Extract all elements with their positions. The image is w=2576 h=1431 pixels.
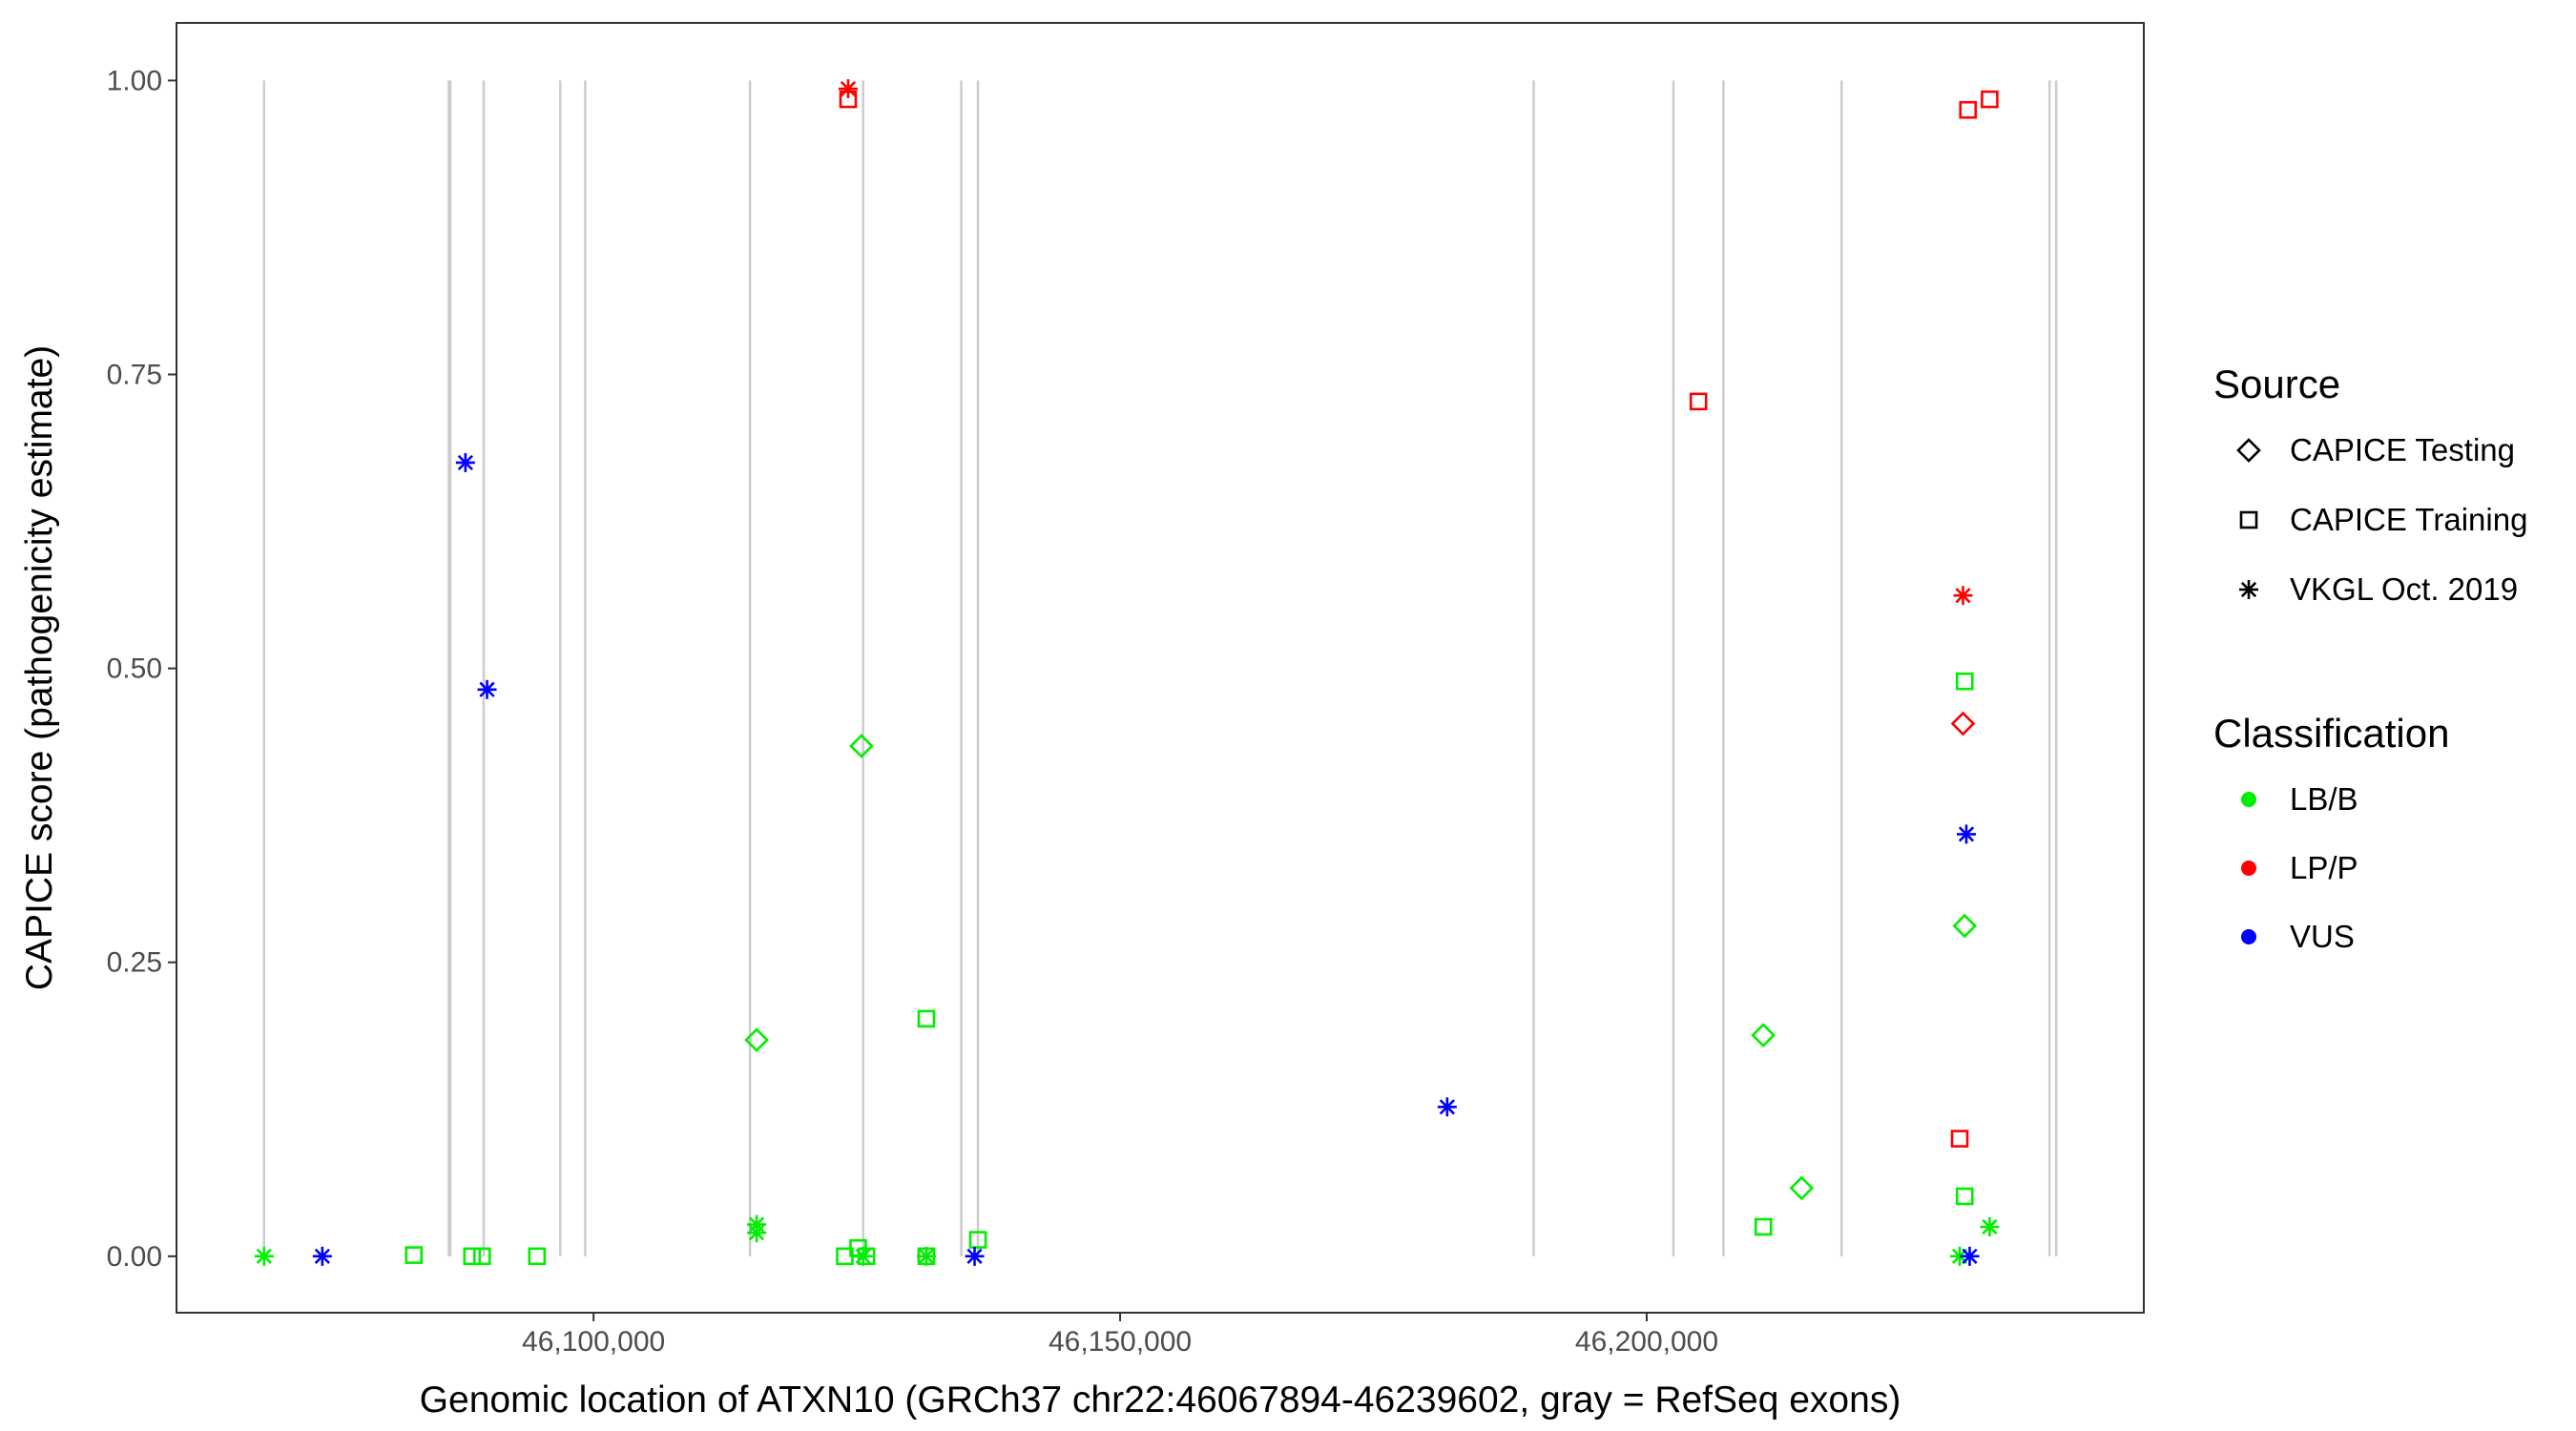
data-point — [1957, 824, 1977, 844]
data-point — [965, 1246, 985, 1266]
y-tick-label: 1.00 — [107, 65, 162, 96]
data-point — [528, 1247, 547, 1266]
data-point — [477, 679, 497, 699]
data-point — [849, 734, 874, 758]
legend-label: VKGL Oct. 2019 — [2290, 571, 2518, 607]
x-tick-label: 46,200,000 — [1575, 1326, 1718, 1358]
data-point — [1955, 1187, 1974, 1206]
data-point — [1950, 1130, 1969, 1148]
data-point — [1980, 1217, 2000, 1237]
data-point — [917, 1009, 936, 1028]
legend-key-square-icon — [2239, 510, 2258, 529]
exon-lines — [262, 80, 2058, 1256]
data-point — [1950, 711, 1976, 736]
data-point — [744, 1027, 769, 1052]
data-point — [463, 1247, 482, 1266]
plot-panel-border — [176, 22, 2145, 1314]
x-axis-title: Genomic location of ATXN10 (GRCh37 chr22… — [420, 1379, 1901, 1421]
data-point — [1953, 586, 1973, 606]
y-tick-label: 0.50 — [107, 653, 162, 685]
data-point — [1952, 913, 1978, 939]
data-point — [857, 1247, 876, 1266]
legend-title-classification: Classification — [2213, 711, 2449, 756]
legend-key-dot-icon — [2241, 792, 2256, 807]
data-point — [1981, 90, 1999, 109]
y-axis: 0.00 0.25 0.50 0.75 1.00 — [107, 65, 177, 1273]
x-tick-label: 46,150,000 — [1049, 1326, 1192, 1358]
data-point — [1955, 672, 1974, 691]
data-point — [838, 79, 858, 99]
data-point — [1754, 1217, 1773, 1236]
y-axis-title: CAPICE score (pathogenicity estimate) — [19, 345, 60, 990]
legend-label: VUS — [2290, 919, 2355, 954]
legend-label: LP/P — [2290, 850, 2358, 885]
data-point — [472, 1247, 491, 1266]
legend-title-source: Source — [2213, 362, 2340, 406]
data-point — [916, 1246, 936, 1266]
y-tick-label: 0.00 — [107, 1241, 162, 1273]
data-point — [1789, 1175, 1815, 1201]
legend-key-dot-icon — [2241, 929, 2256, 944]
data-point — [747, 1223, 767, 1243]
legend-label: LB/B — [2290, 781, 2358, 817]
legend: Source CAPICE Testing CAPICE Training VKGL… — [2213, 362, 2527, 954]
y-tick-label: 0.75 — [107, 360, 162, 391]
data-point — [1689, 392, 1708, 411]
data-point — [1437, 1097, 1457, 1117]
legend-key-asterisk-icon — [2239, 580, 2258, 599]
legend-key-dot-icon — [2241, 861, 2256, 876]
data-point — [455, 452, 475, 472]
data-point — [968, 1231, 987, 1249]
data-point — [1751, 1023, 1776, 1047]
legend-key-diamond-icon — [2236, 438, 2261, 463]
x-axis: 46,100,000 46,150,000 46,200,000 — [522, 1313, 1718, 1358]
x-tick-label: 46,100,000 — [522, 1326, 665, 1358]
y-tick-label: 0.25 — [107, 947, 162, 979]
legend-label: CAPICE Training — [2290, 502, 2527, 537]
data-point — [405, 1246, 424, 1264]
data-point — [1959, 100, 1978, 119]
data-point — [839, 90, 858, 109]
data-point — [1960, 1246, 1980, 1266]
data-point — [254, 1246, 274, 1266]
legend-label: CAPICE Testing — [2290, 432, 2515, 467]
data-point — [312, 1246, 332, 1266]
data-points — [254, 79, 2000, 1266]
